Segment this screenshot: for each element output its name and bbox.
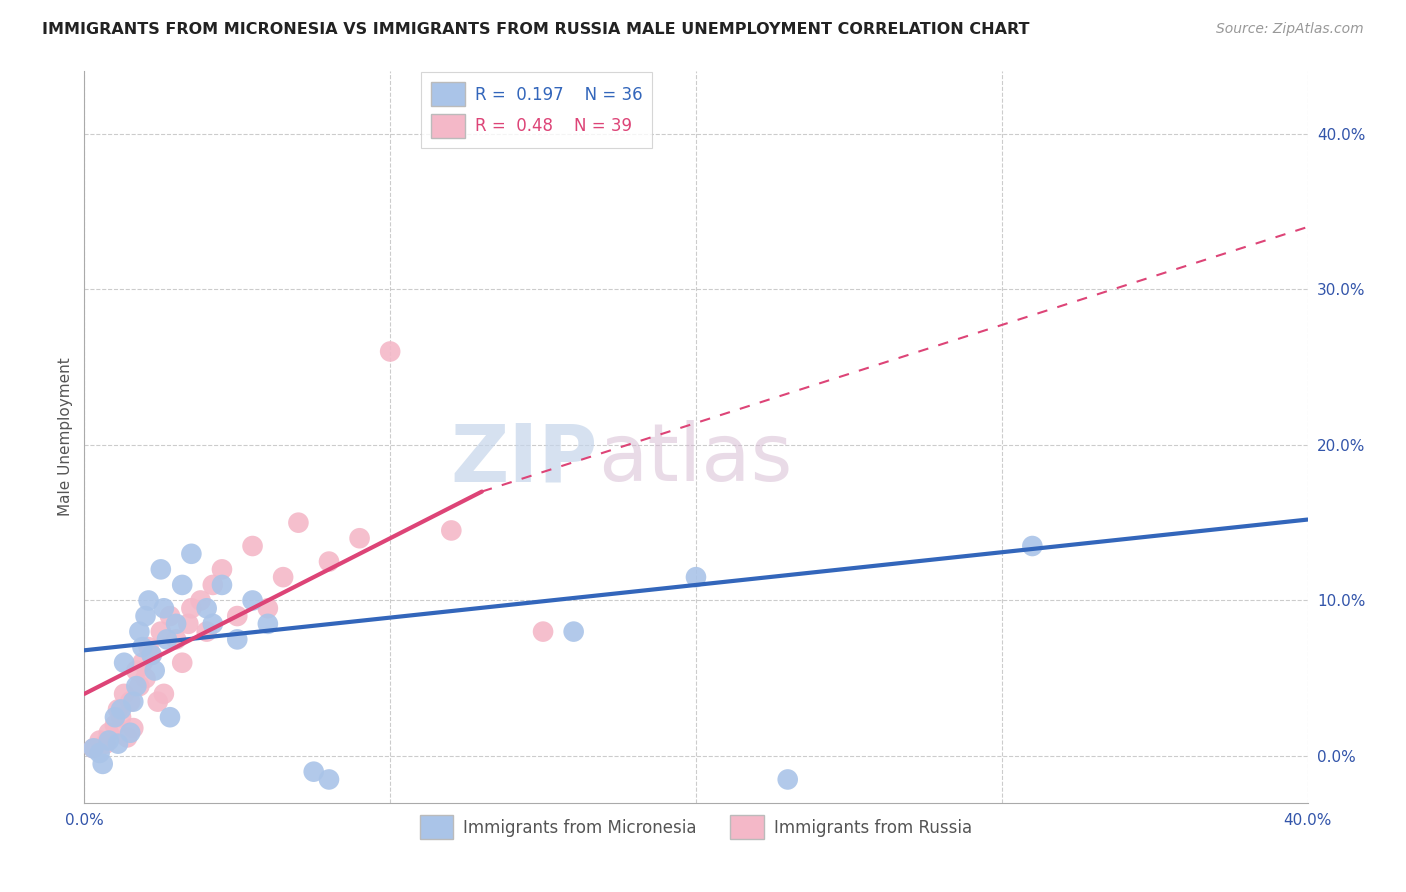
Point	[180, 547, 202, 561]
Point	[135, 671, 157, 685]
Point	[287, 516, 309, 530]
Point	[211, 562, 233, 576]
Point	[1021, 539, 1043, 553]
Point	[135, 609, 157, 624]
Point	[302, 764, 325, 779]
Point	[138, 640, 160, 655]
Point	[97, 733, 120, 747]
Point	[138, 593, 160, 607]
Point	[153, 601, 176, 615]
Point	[562, 624, 585, 639]
Point	[226, 609, 249, 624]
Point	[131, 640, 153, 655]
Point	[531, 624, 554, 639]
Point	[190, 593, 212, 607]
Text: atlas: atlas	[598, 420, 793, 498]
Text: ZIP: ZIP	[451, 420, 598, 498]
Point	[211, 578, 233, 592]
Point	[159, 609, 181, 624]
Point	[83, 741, 105, 756]
Point	[122, 721, 145, 735]
Point	[257, 616, 280, 631]
Point	[149, 562, 172, 576]
Point	[120, 695, 142, 709]
Point	[271, 570, 294, 584]
Point	[380, 344, 402, 359]
Point	[195, 601, 218, 615]
Point	[226, 632, 249, 647]
Point	[128, 624, 150, 639]
Text: IMMIGRANTS FROM MICRONESIA VS IMMIGRANTS FROM RUSSIA MALE UNEMPLOYMENT CORRELATI: IMMIGRANTS FROM MICRONESIA VS IMMIGRANTS…	[42, 22, 1029, 37]
Point	[125, 679, 148, 693]
Legend: Immigrants from Micronesia, Immigrants from Russia: Immigrants from Micronesia, Immigrants f…	[413, 809, 979, 846]
Point	[242, 593, 264, 607]
Point	[172, 656, 194, 670]
Point	[107, 702, 129, 716]
Point	[165, 616, 187, 631]
Point	[125, 664, 148, 678]
Point	[440, 524, 463, 538]
Point	[141, 648, 163, 662]
Y-axis label: Male Unemployment: Male Unemployment	[58, 358, 73, 516]
Point	[165, 632, 187, 647]
Point	[110, 702, 132, 716]
Point	[146, 695, 169, 709]
Point	[120, 725, 142, 739]
Point	[201, 578, 224, 592]
Point	[180, 601, 202, 615]
Point	[94, 737, 117, 751]
Point	[91, 756, 114, 771]
Point	[122, 695, 145, 709]
Point	[159, 710, 181, 724]
Point	[89, 733, 111, 747]
Text: Source: ZipAtlas.com: Source: ZipAtlas.com	[1216, 22, 1364, 37]
Point	[156, 632, 179, 647]
Point	[177, 616, 200, 631]
Point	[97, 725, 120, 739]
Point	[242, 539, 264, 553]
Point	[153, 687, 176, 701]
Point	[104, 710, 127, 724]
Point	[349, 531, 371, 545]
Point	[112, 656, 135, 670]
Point	[172, 578, 194, 592]
Point	[104, 718, 127, 732]
Point	[110, 710, 132, 724]
Point	[112, 687, 135, 701]
Point	[83, 741, 105, 756]
Point	[257, 601, 280, 615]
Point	[318, 555, 340, 569]
Point	[201, 616, 224, 631]
Point	[776, 772, 799, 787]
Point	[318, 772, 340, 787]
Point	[143, 664, 166, 678]
Point	[195, 624, 218, 639]
Point	[128, 679, 150, 693]
Point	[141, 648, 163, 662]
Point	[115, 731, 138, 745]
Point	[149, 624, 172, 639]
Point	[89, 746, 111, 760]
Point	[107, 737, 129, 751]
Point	[131, 656, 153, 670]
Point	[685, 570, 707, 584]
